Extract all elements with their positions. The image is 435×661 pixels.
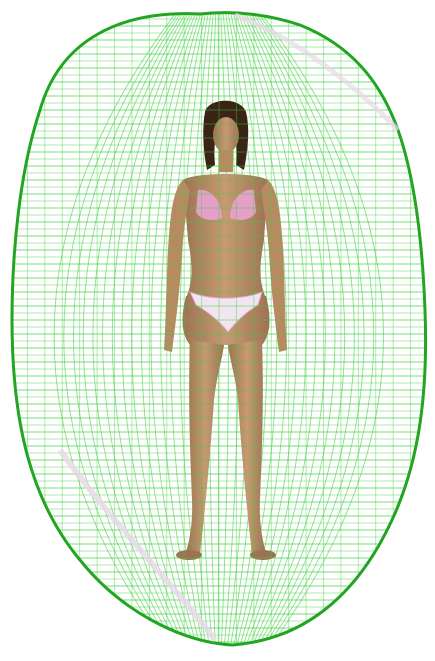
mesh-longitude-line [239, 12, 307, 646]
left-foot [176, 550, 202, 560]
right-leg [228, 340, 266, 554]
mesh-longitude-line [257, 12, 375, 646]
left-leg [186, 340, 224, 554]
mesh-longitude-line [254, 12, 365, 646]
bikini-top [196, 189, 256, 220]
head [213, 117, 239, 153]
mesh-longitude-line [242, 12, 317, 646]
left-arm [164, 180, 190, 352]
mesh-longitude-line [131, 12, 197, 646]
mesh-longitude-line [247, 12, 336, 646]
mesh-longitude-line [150, 12, 202, 646]
mesh-longitude-line [252, 12, 355, 646]
right-arm [261, 180, 287, 352]
mesh-longitude-line [82, 12, 185, 646]
mesh-longitude-line [140, 12, 199, 646]
ellipsoid-outline [10, 11, 428, 647]
neck [219, 150, 233, 172]
mesh-longitude-line [73, 12, 182, 646]
mesh-seam-highlight [57, 448, 218, 642]
mesh-longitude-line [53, 12, 177, 646]
right-foot [250, 550, 276, 560]
mesh-longitude-line [121, 12, 195, 646]
hair [203, 100, 249, 170]
human-figure [164, 100, 287, 560]
mesh-longitude-line [92, 12, 187, 646]
bikini-bottom [189, 291, 263, 333]
mesh-longitude-line [259, 12, 384, 646]
mesh-longitude-line [63, 12, 180, 646]
mesh-longitude-line [244, 12, 326, 646]
mesh-longitude-line [249, 12, 346, 646]
mesh-seam-highlight-top [234, 12, 400, 132]
